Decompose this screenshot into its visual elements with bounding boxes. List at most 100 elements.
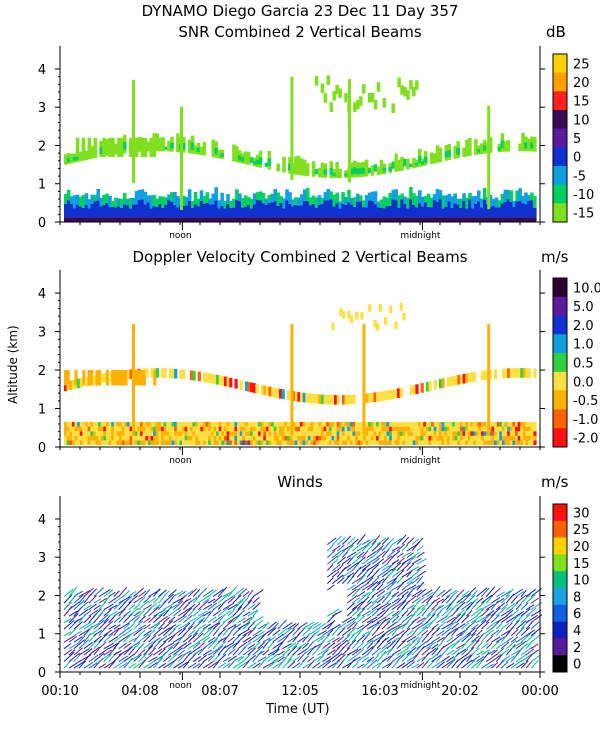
wind-barb: [401, 594, 412, 604]
snr-cell: [214, 147, 218, 155]
doppler-cell: [171, 435, 175, 441]
wind-barb: [490, 587, 501, 597]
doppler-cell: [150, 440, 154, 446]
doppler-cell: [142, 440, 146, 446]
doppler-cell: [381, 440, 385, 446]
doppler-cell: [113, 370, 118, 386]
doppler-cell: [90, 426, 94, 432]
snr-cell: [229, 217, 233, 222]
snr-cell: [403, 203, 407, 218]
x-tick-label: 04:08: [121, 684, 158, 699]
snr-cell: [305, 217, 310, 222]
doppler-cell: [92, 431, 97, 436]
wind-barb: [356, 608, 366, 617]
wind-barb: [336, 627, 346, 637]
wind-barb: [336, 654, 346, 663]
wind-barb: [252, 629, 263, 637]
snr-cell: [311, 195, 316, 204]
wind-barb: [346, 626, 357, 637]
doppler-cell: [378, 391, 382, 402]
doppler-cell: [470, 435, 474, 441]
snr-cell: [326, 188, 331, 201]
doppler-cell: [483, 421, 487, 427]
wind-barb: [371, 582, 381, 591]
wind-barb: [510, 636, 519, 643]
colorbar-label: 25: [573, 57, 590, 72]
doppler-cell: [352, 394, 356, 405]
snr-cell: [99, 206, 103, 218]
doppler-cell: [116, 370, 120, 386]
wind-barb: [500, 655, 511, 663]
wind-barb: [277, 634, 289, 643]
doppler-cell: [344, 421, 348, 427]
wind-barb: [297, 642, 307, 650]
doppler-cell: [368, 440, 372, 446]
wind-barb: [172, 647, 183, 656]
doppler-cell: [331, 322, 335, 331]
wind-barb: [486, 629, 494, 637]
y-tick-label: 3: [38, 101, 46, 116]
doppler-cell: [129, 431, 133, 436]
wind-barb: [336, 564, 344, 571]
wind-barb: [118, 648, 130, 656]
wind-barb: [346, 556, 354, 565]
snr-cell: [258, 191, 263, 201]
colorbar-label: 0.5: [573, 357, 594, 372]
snr-cell: [258, 157, 263, 165]
doppler-cell: [116, 440, 120, 446]
snr-cell: [477, 217, 481, 222]
wind-barb: [396, 569, 405, 578]
snr-cell: [373, 217, 378, 222]
snr-cell: [373, 99, 378, 110]
snr-cell: [329, 217, 334, 222]
doppler-cell: [313, 426, 317, 432]
snr-cell: [379, 207, 384, 218]
snr-cell: [326, 75, 331, 85]
wind-barb: [406, 543, 419, 552]
wind-barb: [227, 625, 237, 636]
doppler-cell: [423, 426, 427, 432]
doppler-cell: [244, 435, 249, 441]
doppler-cell: [307, 393, 312, 404]
doppler-cell: [145, 368, 149, 378]
doppler-cell: [116, 421, 120, 427]
wind-barb: [207, 638, 219, 650]
doppler-cell: [423, 431, 427, 436]
wind-barb: [282, 643, 292, 650]
doppler-cell: [452, 435, 456, 441]
doppler-cell: [344, 435, 348, 441]
doppler-cell: [360, 440, 364, 446]
wind-barb: [436, 589, 446, 598]
doppler-cell: [163, 421, 167, 427]
wind-barb: [113, 600, 124, 611]
wind-barb: [366, 616, 378, 624]
doppler-cell: [158, 431, 162, 436]
snr-cell: [379, 159, 384, 175]
wind-barb: [346, 562, 358, 572]
doppler-cell: [289, 440, 293, 446]
doppler-cell: [124, 370, 128, 386]
wind-barb: [282, 658, 293, 669]
x-marker-label: noon: [169, 231, 191, 241]
doppler-cell: [239, 440, 243, 446]
wind-barb: [376, 558, 385, 565]
wind-barb: [426, 654, 438, 663]
doppler-cell: [310, 431, 314, 436]
doppler-cell: [292, 435, 296, 441]
snr-cell: [382, 196, 387, 209]
wind-barb: [386, 640, 396, 650]
snr-cell: [438, 147, 443, 162]
doppler-cell: [182, 435, 186, 441]
doppler-cell: [187, 440, 191, 446]
wind-barb: [262, 637, 271, 643]
colorbar-label: -2.0: [573, 432, 598, 447]
wind-barb: [431, 585, 441, 597]
doppler-cell: [470, 421, 474, 427]
doppler-cell: [515, 368, 519, 378]
doppler-cell: [132, 435, 136, 441]
wind-barb: [182, 625, 194, 637]
wind-barb: [351, 551, 361, 559]
doppler-cell: [205, 440, 209, 446]
wind-barb: [267, 659, 278, 669]
snr-cell: [311, 203, 316, 218]
